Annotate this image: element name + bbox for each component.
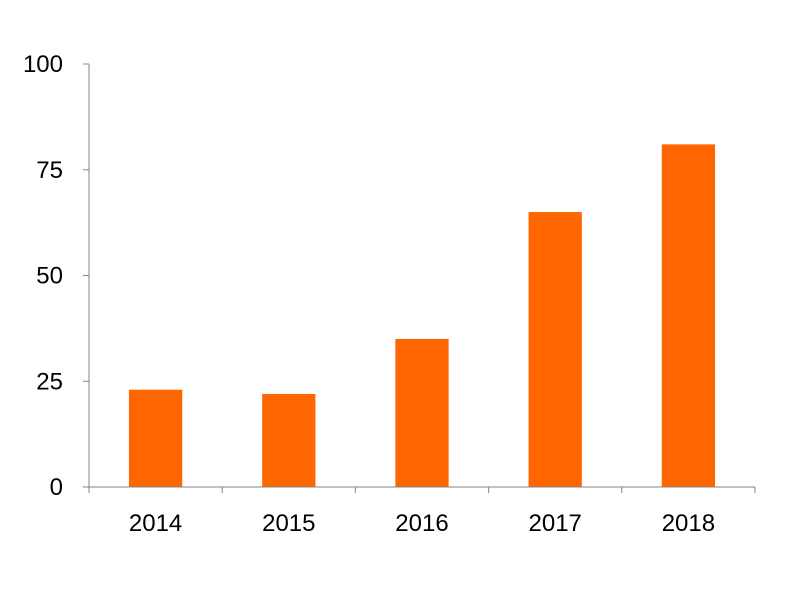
y-tick-label: 50 <box>36 263 63 290</box>
bar-2016 <box>395 338 449 487</box>
y-tick-label: 0 <box>50 474 63 501</box>
x-tick-label-2014: 2014 <box>129 510 182 537</box>
bar-2014 <box>128 389 183 487</box>
bar-2015 <box>262 393 316 487</box>
bar-2018 <box>661 144 716 487</box>
bar-2017 <box>528 212 582 488</box>
x-ticks-group: 2014 2015 2016 2017 2018 <box>88 487 756 537</box>
y-tick-label: 100 <box>23 51 63 78</box>
y-tick-label: 25 <box>36 368 63 395</box>
x-tick-label-2016: 2016 <box>395 510 448 537</box>
x-tick-label-2017: 2017 <box>529 510 582 537</box>
x-tick-label-2018: 2018 <box>662 510 715 537</box>
bars-group <box>128 144 716 488</box>
y-tick-label: 75 <box>36 157 63 184</box>
x-tick-label-2015: 2015 <box>262 510 315 537</box>
y-ticks-group: 0 25 50 75 100 <box>23 51 89 501</box>
